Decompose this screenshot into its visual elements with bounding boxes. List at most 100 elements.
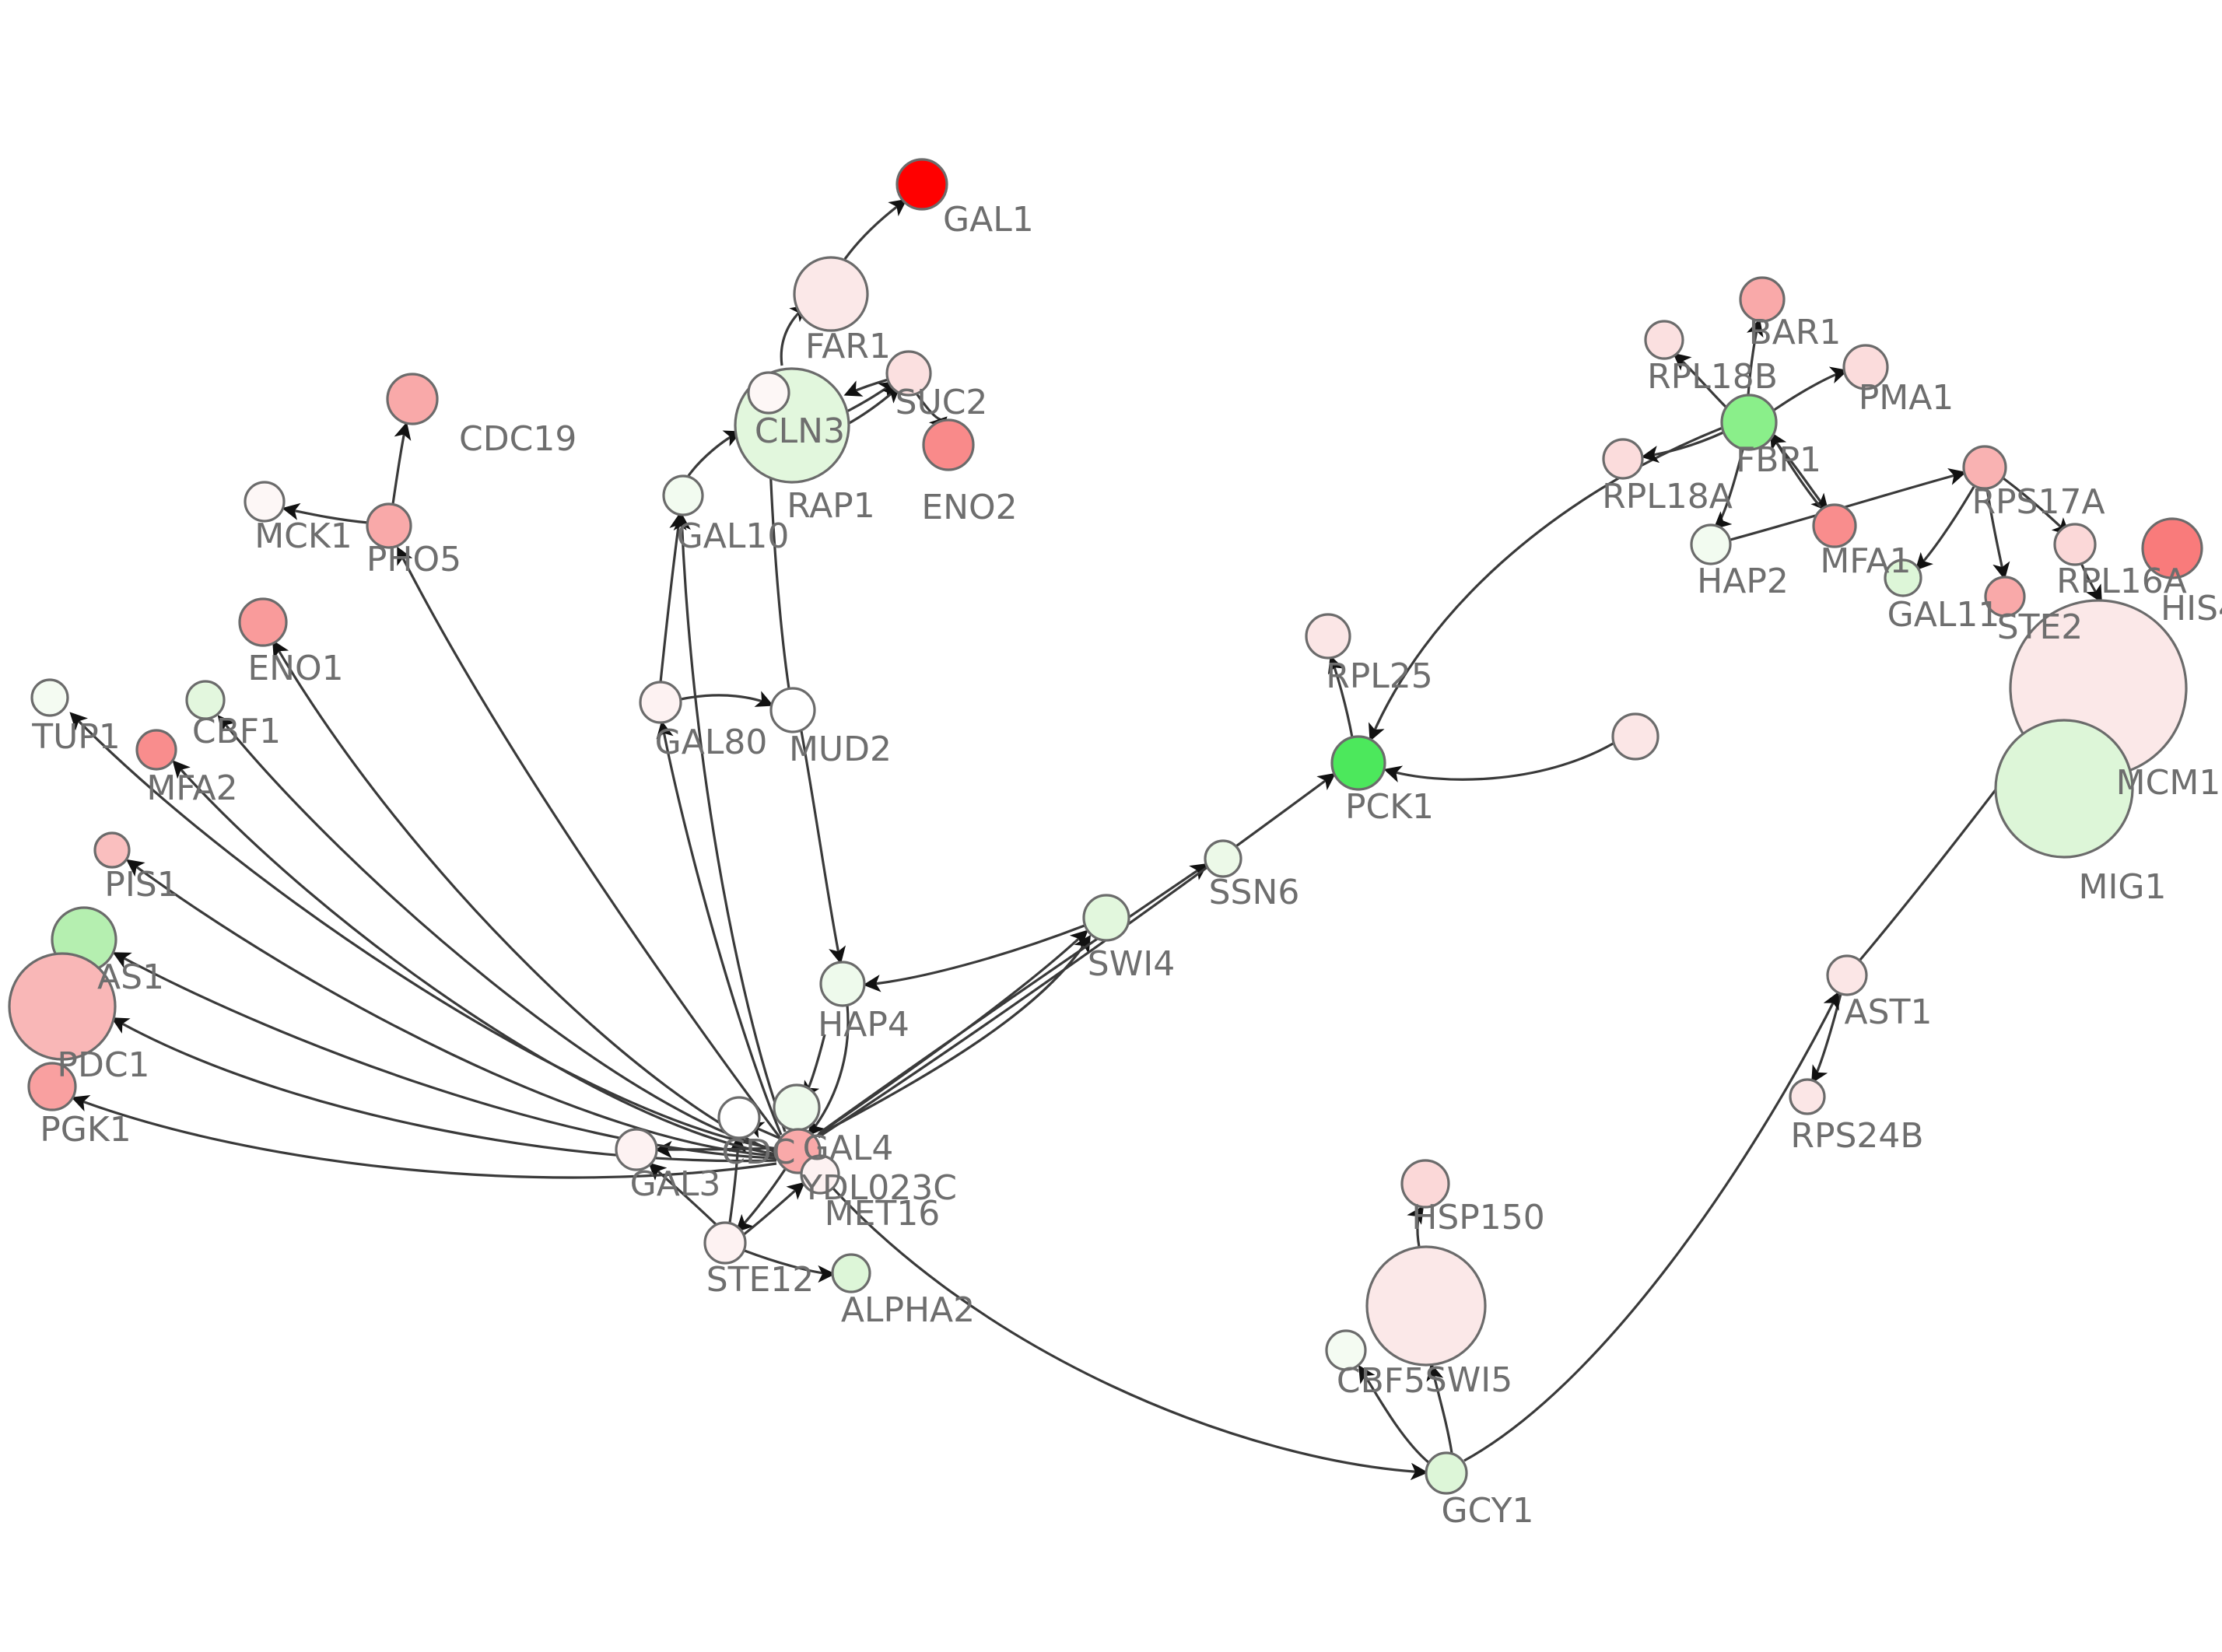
edge-FBP1-to-BAR1 xyxy=(1746,318,1764,396)
node-eno2[interactable] xyxy=(922,418,975,471)
edge-GAL4-to-MFA2 xyxy=(172,760,777,1156)
node-gal10[interactable] xyxy=(662,474,704,516)
node-label-cln3: CLN3 xyxy=(755,411,845,451)
node-rpl25[interactable] xyxy=(1305,613,1351,660)
node-label-pgk1: PGK1 xyxy=(40,1110,131,1150)
node-label-far1: FAR1 xyxy=(805,327,891,366)
node-label-rpl16a: RPL16A xyxy=(2056,562,2187,601)
node-rps17a[interactable] xyxy=(1962,445,2007,490)
node-swi4[interactable] xyxy=(1082,894,1130,942)
edge-GAL80-to-GAL10 xyxy=(659,512,687,683)
node-label-gcy1: GCY1 xyxy=(1442,1491,1534,1531)
node-ast1[interactable] xyxy=(1826,954,1868,996)
node-gal80[interactable] xyxy=(639,681,682,724)
node-hap4[interactable] xyxy=(819,961,866,1007)
node-eno1[interactable] xyxy=(238,597,288,647)
node-mfa2[interactable] xyxy=(135,729,177,771)
node-label-bar1: BAR1 xyxy=(1749,313,1842,352)
node-cbf1[interactable] xyxy=(185,680,226,720)
node-label-his4: HIS4 xyxy=(2161,589,2222,628)
node-label-swi5: SWI5 xyxy=(1425,1360,1512,1400)
node-mud2[interactable] xyxy=(769,687,816,733)
node-label-rap1: RAP1 xyxy=(787,486,874,526)
node-label-cdc19: CDC19 xyxy=(459,419,577,459)
edge-GAL4-to-STE12 xyxy=(735,1167,787,1233)
node-label-pck1: PCK1 xyxy=(1345,787,1434,827)
node-label-ste12: STE12 xyxy=(706,1260,815,1300)
edge-GAL4-to-PHO5 xyxy=(397,546,781,1138)
edge-GAL4-to-GAL3 xyxy=(654,1140,778,1159)
node-fbp1[interactable] xyxy=(1720,394,1778,451)
node-label-ydl023c: YDL023C xyxy=(801,1168,957,1208)
node-label-mud2: MUD2 xyxy=(789,730,892,769)
edge-GAL4-to-PCK1 xyxy=(818,772,1337,1139)
node-alpha2[interactable] xyxy=(831,1253,871,1293)
edge-MFA1-to-FBP1 xyxy=(1770,431,1822,509)
edge-HAP2-to-RPS17A xyxy=(1730,467,1967,541)
node-unlgreen[interactable] xyxy=(773,1083,821,1132)
edge-GAL4-to-SSN6 xyxy=(819,863,1209,1134)
node-ste12[interactable] xyxy=(703,1221,747,1265)
node-label-cbf1: CBF1 xyxy=(192,712,281,751)
edge-MUD2-to-HAP4 xyxy=(800,730,846,964)
edge-FBP1-to-RPL18B xyxy=(1673,352,1729,410)
edge-GAL10-to-CLN3 xyxy=(686,430,742,478)
edge-AST1-to-RPS24B xyxy=(1811,993,1842,1084)
node-bar1[interactable] xyxy=(1739,276,1786,323)
node-label-ssn6: SSN6 xyxy=(1209,873,1300,912)
node-pho5[interactable] xyxy=(366,502,412,549)
node-mig1[interactable] xyxy=(1994,719,2134,859)
edge-STE12-to-GAL3 xyxy=(648,1162,717,1226)
node-label-gal3: GAL3 xyxy=(630,1164,721,1204)
node-suc2[interactable] xyxy=(885,350,932,397)
node-ste2[interactable] xyxy=(1984,576,2026,618)
node-hap2[interactable] xyxy=(1690,523,1732,565)
node-gal11[interactable] xyxy=(1884,558,1922,597)
node-label-rpl18b: RPL18B xyxy=(1647,357,1778,397)
edge-GAL4-to-AS1 xyxy=(112,952,777,1160)
edge-FBP1-to-PMA1 xyxy=(1772,366,1849,412)
node-pck1[interactable] xyxy=(1330,735,1386,791)
node-far1[interactable] xyxy=(793,256,869,332)
node-cbf5[interactable] xyxy=(1325,1329,1367,1371)
node-pgk1[interactable] xyxy=(27,1062,77,1111)
node-unlabeled1[interactable] xyxy=(1611,712,1659,761)
node-rps24b[interactable] xyxy=(1789,1078,1826,1115)
node-label-rpl18a: RPL18A xyxy=(1602,477,1733,516)
node-rpl16a[interactable] xyxy=(2053,523,2097,566)
edge-GAL4-to-PGK1 xyxy=(71,1095,777,1179)
node-his4[interactable] xyxy=(2141,517,2203,579)
node-label-fbp1: FBP1 xyxy=(1736,440,1821,480)
node-label-cbf5: CBF5 xyxy=(1337,1361,1425,1401)
node-rpl18a[interactable] xyxy=(1602,438,1644,480)
node-label-eno1: ENO1 xyxy=(247,649,343,688)
edge-GAL4-to-PDC1 xyxy=(110,1017,777,1163)
node-ssn6[interactable] xyxy=(1204,839,1242,878)
node-label-gal4: GAL4 xyxy=(803,1129,894,1168)
edge-RPS17A-to-GAL11 xyxy=(1915,486,1975,571)
node-hsp150[interactable] xyxy=(1400,1159,1450,1209)
node-tup1[interactable] xyxy=(30,678,69,717)
node-gal3[interactable] xyxy=(615,1128,658,1171)
node-cdc[interactable] xyxy=(717,1096,761,1139)
node-label-pho5: PHO5 xyxy=(366,540,461,579)
node-pdc1[interactable] xyxy=(8,952,117,1061)
node-label-mcm1: MCM1 xyxy=(2116,763,2221,803)
node-pis1[interactable] xyxy=(93,831,131,869)
node-gcy1[interactable] xyxy=(1425,1451,1468,1495)
node-swi5[interactable] xyxy=(1365,1245,1487,1367)
node-cdc19[interactable] xyxy=(386,373,439,425)
edge-HAP4-to-GAL4 xyxy=(807,1004,850,1136)
node-layer xyxy=(8,158,2203,1495)
node-mfa1[interactable] xyxy=(1812,503,1857,548)
node-label-hsp150: HSP150 xyxy=(1411,1198,1545,1237)
node-mck1[interactable] xyxy=(244,481,286,523)
node-rpl18b[interactable] xyxy=(1644,320,1684,360)
node-label-pis1: PIS1 xyxy=(104,865,178,905)
node-label-pdc1: PDC1 xyxy=(57,1045,149,1085)
node-pma1[interactable] xyxy=(1842,344,1889,390)
node-gal1[interactable] xyxy=(895,158,948,211)
node-ydl023c[interactable] xyxy=(800,1154,840,1195)
node-rap1[interactable] xyxy=(747,371,790,415)
